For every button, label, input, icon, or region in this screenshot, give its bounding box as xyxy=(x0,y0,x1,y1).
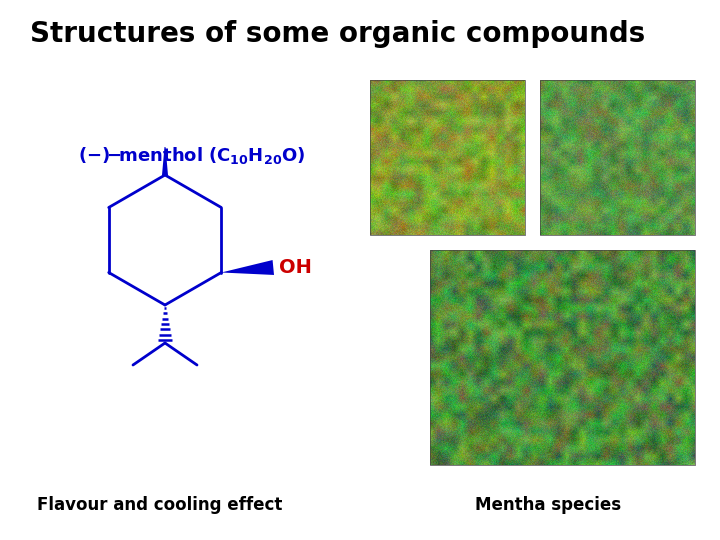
Polygon shape xyxy=(221,260,274,275)
Text: Structures of some organic compounds: Structures of some organic compounds xyxy=(30,20,645,48)
Text: $\mathbf{(-)\!\mathbf{-}\!menthol\ (C_{10}H_{20}O)}$: $\mathbf{(-)\!\mathbf{-}\!menthol\ (C_{1… xyxy=(78,145,305,165)
Bar xyxy=(370,80,525,235)
Text: Flavour and cooling effect: Flavour and cooling effect xyxy=(37,496,283,514)
Text: OH: OH xyxy=(279,258,312,277)
Text: Mentha species: Mentha species xyxy=(475,496,621,514)
Polygon shape xyxy=(162,147,168,175)
Bar xyxy=(430,250,695,465)
Bar xyxy=(540,80,695,235)
